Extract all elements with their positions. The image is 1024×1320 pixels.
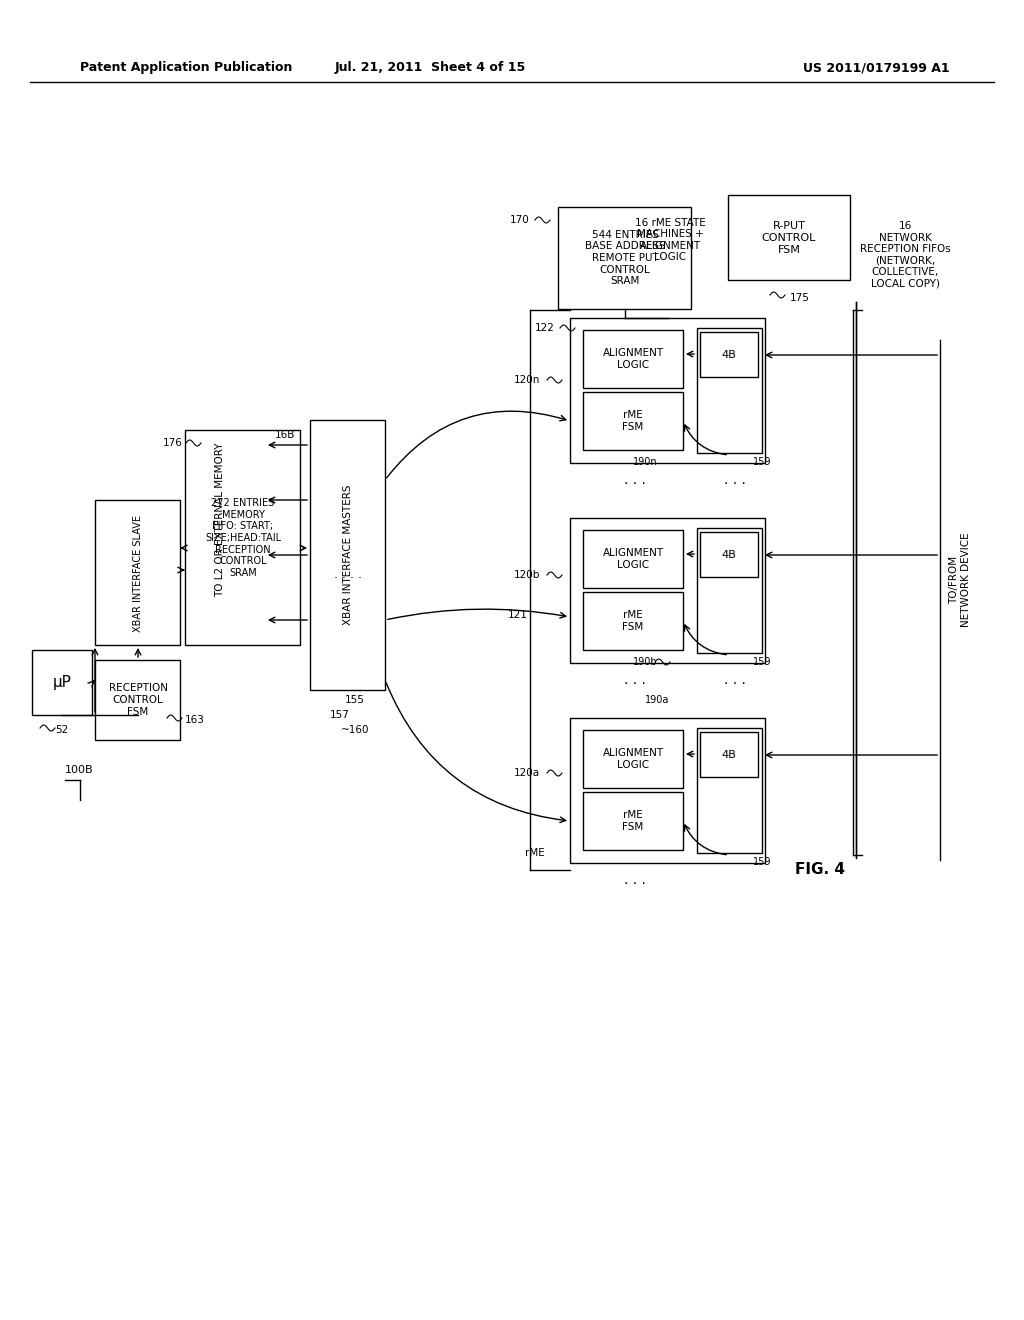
Text: 16B: 16B xyxy=(274,430,295,440)
Text: 544 ENTRIES
BASE ADDRESS
REMOTE PUT
CONTROL
SRAM: 544 ENTRIES BASE ADDRESS REMOTE PUT CONT… xyxy=(585,230,666,286)
Bar xyxy=(728,195,850,280)
Text: 100B: 100B xyxy=(65,766,93,775)
Bar xyxy=(583,531,683,587)
Bar xyxy=(697,528,762,653)
Text: R-PUT
CONTROL
FSM: R-PUT CONTROL FSM xyxy=(762,222,816,255)
Bar xyxy=(583,392,683,450)
Text: 4B: 4B xyxy=(722,550,736,560)
Text: 120b: 120b xyxy=(514,570,540,579)
Text: 175: 175 xyxy=(790,293,810,304)
Text: FIG. 4: FIG. 4 xyxy=(795,862,845,878)
Text: ALIGNMENT
LOGIC: ALIGNMENT LOGIC xyxy=(602,348,664,370)
Text: 4B: 4B xyxy=(722,350,736,360)
Text: TO L2 OR EXTERNAL MEMORY: TO L2 OR EXTERNAL MEMORY xyxy=(215,442,225,597)
Bar xyxy=(700,333,758,378)
Text: 16
NETWORK
RECEPTION FIFOs
(NETWORK,
COLLECTIVE,
LOCAL COPY): 16 NETWORK RECEPTION FIFOs (NETWORK, COL… xyxy=(860,220,950,289)
Bar xyxy=(185,430,300,645)
Bar xyxy=(558,207,691,309)
Text: Patent Application Publication: Patent Application Publication xyxy=(80,62,293,74)
Text: 159: 159 xyxy=(753,457,771,467)
Text: 163: 163 xyxy=(185,715,205,725)
Text: 159: 159 xyxy=(753,657,771,667)
Text: XBAR INTERFACE SLAVE: XBAR INTERFACE SLAVE xyxy=(133,515,143,631)
Bar xyxy=(697,327,762,453)
Text: rME
FSM: rME FSM xyxy=(623,610,644,632)
Text: rME
FSM: rME FSM xyxy=(623,810,644,832)
Text: Jul. 21, 2011  Sheet 4 of 15: Jul. 21, 2011 Sheet 4 of 15 xyxy=(335,62,525,74)
Text: 176: 176 xyxy=(163,438,183,447)
Bar xyxy=(583,730,683,788)
Text: μP: μP xyxy=(52,676,72,690)
Bar xyxy=(583,591,683,649)
Text: US 2011/0179199 A1: US 2011/0179199 A1 xyxy=(804,62,950,74)
Text: 190a: 190a xyxy=(645,696,670,705)
Text: 157: 157 xyxy=(330,710,350,719)
Bar xyxy=(697,729,762,853)
Text: 16 rME STATE
MACHINES +
ALIGNMENT
LOGIC: 16 rME STATE MACHINES + ALIGNMENT LOGIC xyxy=(635,218,706,263)
Text: 190n: 190n xyxy=(633,457,657,467)
Text: 159: 159 xyxy=(753,857,771,867)
Text: 52: 52 xyxy=(55,725,69,735)
Bar xyxy=(570,318,765,463)
Text: rME
FSM: rME FSM xyxy=(623,411,644,432)
Text: ALIGNMENT
LOGIC: ALIGNMENT LOGIC xyxy=(602,748,664,770)
Text: RECEPTION
CONTROL
FSM: RECEPTION CONTROL FSM xyxy=(109,684,168,717)
Bar xyxy=(32,649,92,715)
Text: . . .: . . . xyxy=(624,673,646,686)
Bar xyxy=(570,517,765,663)
Text: 122: 122 xyxy=(536,323,555,333)
Text: . . .: . . . xyxy=(624,473,646,487)
Text: TO/FROM
NETWORK DEVICE: TO/FROM NETWORK DEVICE xyxy=(949,533,971,627)
Text: rME: rME xyxy=(525,847,545,858)
Text: . . .: . . . xyxy=(724,673,745,686)
Bar xyxy=(570,718,765,863)
Text: ALIGNMENT
LOGIC: ALIGNMENT LOGIC xyxy=(602,548,664,570)
Text: 155: 155 xyxy=(345,696,365,705)
Text: . . .: . . . xyxy=(724,473,745,487)
Bar xyxy=(310,420,385,690)
Bar xyxy=(95,660,180,741)
Text: . . .: . . . xyxy=(624,873,646,887)
Bar xyxy=(95,500,180,645)
Bar xyxy=(700,733,758,777)
Text: 120n: 120n xyxy=(514,375,540,385)
Bar xyxy=(583,792,683,850)
Text: 121: 121 xyxy=(508,610,528,620)
Text: 170: 170 xyxy=(510,215,530,224)
Text: 272 ENTRIES
MEMORY
FIFO: START;
SIZE;HEAD:TAIL
RECEPTION
CONTROL
SRAM: 272 ENTRIES MEMORY FIFO: START; SIZE;HEA… xyxy=(205,498,281,578)
Bar xyxy=(700,532,758,577)
Text: ~160: ~160 xyxy=(341,725,370,735)
Text: 190b: 190b xyxy=(633,657,657,667)
Bar xyxy=(583,330,683,388)
Text: . . . .: . . . . xyxy=(334,569,362,582)
Text: 4B: 4B xyxy=(722,750,736,760)
Text: 120a: 120a xyxy=(514,768,540,777)
Text: XBAR INTERFACE MASTERS: XBAR INTERFACE MASTERS xyxy=(343,484,353,626)
